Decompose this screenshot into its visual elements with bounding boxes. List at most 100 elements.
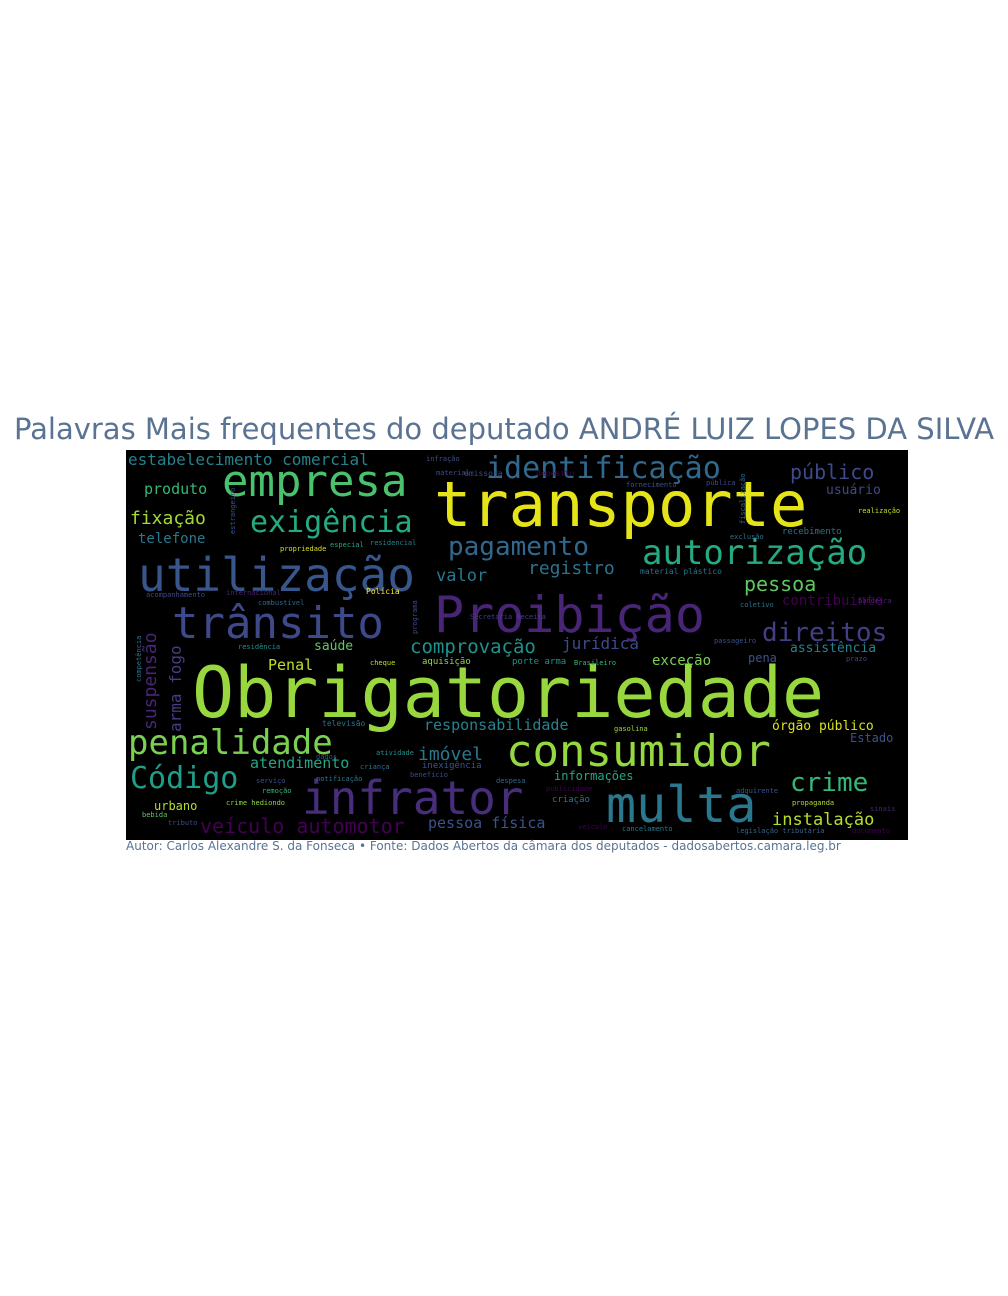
word-cloud-word: pessoa física [428, 814, 546, 832]
word-cloud-word: programa [411, 600, 419, 634]
word-cloud-word: criação [552, 795, 590, 805]
word-cloud-word: sinais [870, 805, 896, 813]
word-cloud-word: informações [554, 769, 634, 783]
chart-title: Palavras Mais frequentes do deputado AND… [13, 412, 995, 446]
word-cloud-word: fornecimento [626, 481, 677, 489]
word-cloud-word: multa [606, 776, 757, 834]
word-cloud-word: identificação [486, 451, 721, 486]
word-cloud-word: legislação tributária [736, 827, 825, 835]
word-cloud-word: bandeira [858, 597, 892, 605]
word-cloud-word: dados [316, 753, 338, 761]
word-cloud-word: remoção [262, 787, 292, 795]
word-cloud-word: cancelamento [622, 825, 673, 833]
word-cloud-word: bebida [142, 811, 168, 819]
word-cloud-word: cheque [370, 659, 396, 667]
word-cloud-word: instalação [772, 810, 875, 830]
word-cloud-word: criança [360, 763, 390, 771]
word-cloud-word: notificação [316, 775, 363, 783]
word-cloud-word: depósito [536, 469, 575, 478]
word-cloud-word: adquirente [736, 787, 779, 795]
word-cloud-word: trânsito [172, 598, 384, 649]
word-cloud-word: comprovação [410, 636, 536, 658]
word-cloud-word: residência [238, 643, 281, 651]
word-cloud-word: Polícia [366, 587, 400, 596]
word-cloud-word: publicidade [546, 785, 593, 793]
word-cloud-word: internacional [226, 589, 281, 597]
word-cloud-word: autorização [642, 533, 868, 573]
word-cloud-word: atividade [376, 749, 414, 757]
source-caption: Autor: Carlos Alexandre S. da Fonseca • … [126, 839, 841, 853]
word-cloud-word: gasolina [614, 725, 648, 733]
word-cloud-image: Obrigatoriedade transporte Proibição uti… [126, 450, 908, 840]
word-cloud-word: arma fogo [166, 645, 185, 732]
word-cloud-word: despesa [496, 777, 526, 785]
word-cloud-word: propriedade [280, 545, 327, 553]
word-cloud-word: prazo [846, 655, 868, 663]
word-cloud-word: transporte [434, 468, 808, 541]
word-cloud-word: estrangeiro [229, 487, 237, 534]
word-cloud-word: acompanhamento [146, 591, 206, 599]
word-cloud-word: utilização [138, 548, 415, 602]
word-cloud-word: penalidade [128, 723, 333, 763]
word-cloud-word: combustível [258, 599, 305, 607]
word-cloud-word: propaganda [792, 799, 835, 807]
word-cloud-word: suspensão [140, 632, 161, 730]
word-cloud-word: aquisição [422, 657, 471, 667]
word-cloud-word: consumidor [506, 726, 771, 777]
word-cloud-word: recebimento [782, 527, 842, 537]
word-cloud-word: jurídica [562, 634, 640, 653]
word-cloud-word: serviço [256, 777, 286, 785]
word-cloud-word: exclusão [730, 533, 764, 541]
word-cloud-word: pena [748, 651, 777, 665]
word-cloud-word: estabelecimento comercial [128, 450, 369, 469]
word-cloud-word: público [790, 460, 875, 484]
word-cloud-word: competência [135, 635, 143, 682]
word-cloud-word: Obrigatoriedade [192, 652, 825, 734]
word-cloud-word: Estado [850, 731, 894, 745]
word-cloud-word: responsabilidade [424, 716, 569, 734]
word-cloud-word: inexigência [422, 761, 482, 771]
word-cloud-word: fiscalização [739, 473, 747, 524]
word-cloud-word: televisão [322, 719, 366, 728]
word-cloud-word: registro [528, 558, 615, 579]
word-cloud-word: infração [426, 455, 460, 463]
word-cloud-word: pública [706, 479, 736, 487]
word-cloud-word: pessoa [744, 572, 817, 596]
word-cloud-word: direitos [762, 618, 888, 648]
word-cloud-word: coletivo [740, 601, 774, 609]
word-cloud-word: Proibição [434, 586, 705, 644]
word-cloud-word: crime [790, 768, 869, 798]
word-cloud-word: empresa [222, 456, 408, 507]
word-cloud-word: Penal [268, 656, 314, 674]
word-cloud-word: tributo [168, 819, 198, 827]
word-cloud-word: assistência [790, 641, 877, 656]
word-cloud-word: telefone [138, 531, 206, 547]
word-cloud-word: produto [144, 480, 208, 498]
word-cloud-word: imóvel [418, 744, 484, 765]
word-cloud-word: atendimento [250, 754, 350, 772]
word-cloud-word: crime hediondo [226, 799, 286, 807]
word-cloud-word: passageiro [714, 637, 757, 645]
word-cloud-word: pagamento [448, 532, 589, 562]
word-cloud-word: especial [330, 541, 364, 549]
word-cloud-word: saúde [314, 639, 354, 654]
word-cloud-word: documento [852, 827, 890, 835]
word-cloud-word: realização [858, 507, 901, 515]
word-cloud-word: exigência [250, 505, 413, 540]
word-cloud-word: veículo [578, 823, 608, 831]
word-cloud-word: infrator [302, 771, 524, 825]
word-cloud-word: órgão público [772, 719, 874, 734]
word-cloud-word: exceção [652, 653, 712, 669]
word-cloud-word: fixação [130, 508, 206, 529]
word-cloud-word: contribuinte [782, 593, 884, 609]
word-cloud-word: valor [436, 566, 488, 586]
word-cloud-word: veículo automotor [200, 814, 405, 838]
word-cloud-word: material plástico [640, 567, 722, 576]
word-cloud-word: Código [130, 761, 239, 796]
word-cloud-word: emissora [464, 469, 503, 478]
word-cloud-word: usuário [826, 483, 881, 498]
word-cloud-word: Brasileiro [574, 659, 617, 667]
word-cloud-word: Secretaria Receita [470, 613, 546, 621]
word-cloud-word: material [436, 469, 470, 477]
word-cloud-word: benefício [410, 771, 448, 779]
